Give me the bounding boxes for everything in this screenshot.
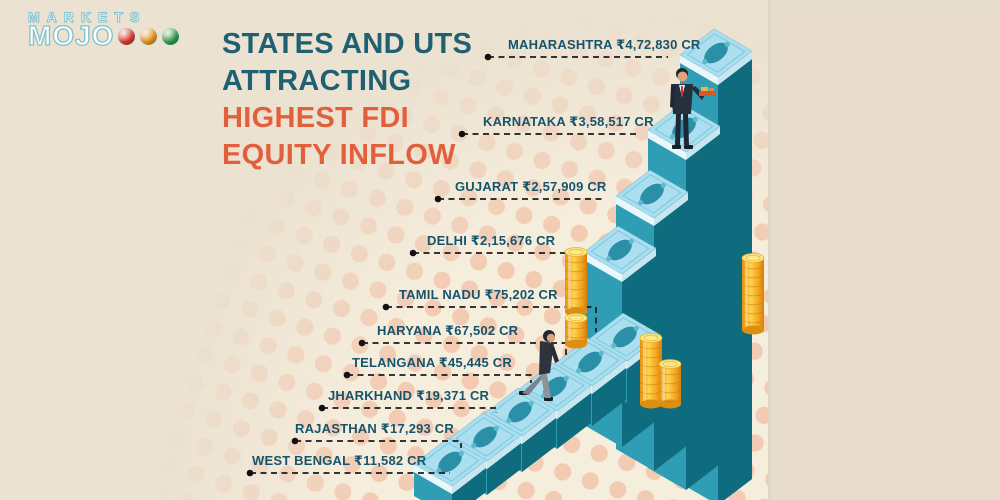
- label-tamil-nadu: TAMIL NADU ₹75,202 CR: [399, 287, 558, 302]
- label-delhi: DELHI ₹2,15,676 CR: [427, 233, 556, 248]
- logo-dot-orange-icon: [139, 26, 159, 46]
- label-maharashtra: MAHARASHTRA ₹4,72,830 CR: [508, 37, 701, 52]
- brand-name-markets: MARKETS: [27, 9, 147, 26]
- page-title: STATES AND UTS ATTRACTING HIGHEST FDI EQ…: [222, 26, 472, 174]
- label-gujarat: GUJARAT ₹2,57,909 CR: [455, 179, 607, 194]
- title-line-1: STATES AND UTS: [222, 28, 473, 60]
- label-haryana: HARYANA ₹67,502 CR: [377, 323, 519, 338]
- title-line-2: ATTRACTING: [222, 65, 412, 97]
- plain-background-strip: [768, 0, 1000, 500]
- label-jharkhand: JHARKHAND ₹19,371 CR: [328, 388, 490, 403]
- title-line-4: EQUITY INFLOW: [222, 139, 456, 171]
- label-rajasthan: RAJASTHAN ₹17,293 CR: [295, 421, 454, 436]
- logo-dot-red-icon: [117, 26, 137, 46]
- label-telangana: TELANGANA ₹45,445 CR: [352, 355, 512, 370]
- title-line-3: HIGHEST FDI: [222, 102, 409, 134]
- label-karnataka: KARNATAKA ₹3,58,517 CR: [483, 114, 654, 129]
- brand-logo: MARKETS MOJO: [27, 9, 181, 51]
- label-west-bengal: WEST BENGAL ₹11,582 CR: [252, 453, 427, 468]
- brand-name-mojo: MOJO: [27, 20, 115, 51]
- logo-dot-green-icon: [161, 26, 181, 46]
